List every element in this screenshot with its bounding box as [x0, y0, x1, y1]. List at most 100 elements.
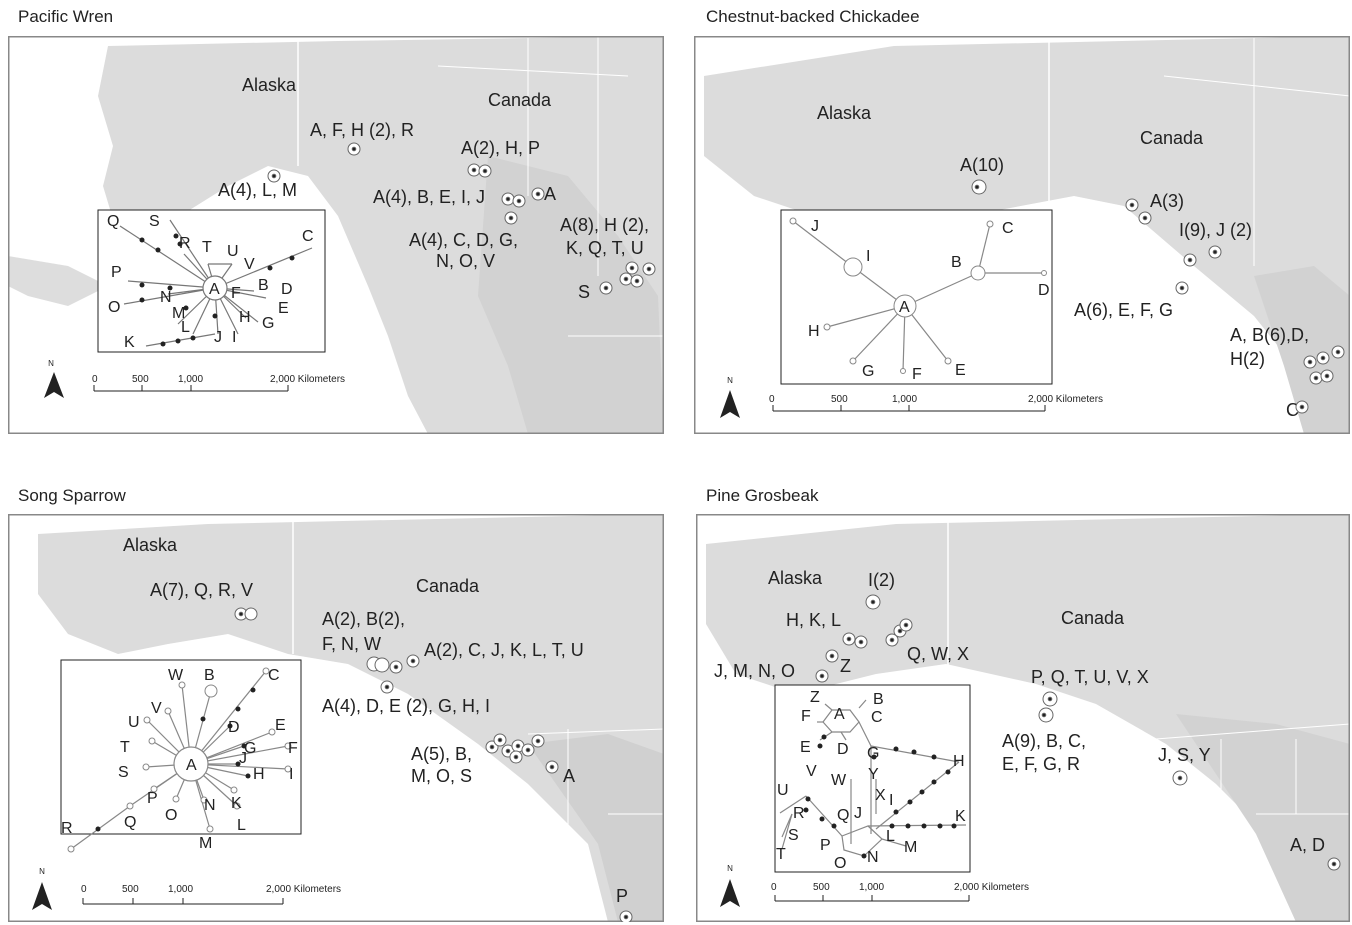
network-node-label: F — [288, 740, 298, 757]
location-label: A(4), L, M — [218, 180, 297, 200]
svg-text:1,000: 1,000 — [892, 394, 917, 405]
svg-text:500: 500 — [122, 884, 139, 895]
network-node-label: G — [867, 745, 879, 762]
network-node-label: N — [160, 289, 172, 306]
network-node-label: V — [806, 763, 817, 780]
svg-text:1,000: 1,000 — [859, 882, 884, 893]
svg-text:0: 0 — [771, 882, 777, 893]
network-node-label: U — [777, 782, 789, 799]
location-label: I(9), J (2) — [1179, 220, 1252, 240]
network-node-label: Q — [107, 213, 119, 230]
location-label: N, O, V — [436, 251, 495, 271]
scale-bar: 0 500 1,000 2,000 Kilometers — [769, 394, 1103, 412]
network-node-label: A — [209, 281, 220, 298]
network-node-label: U — [227, 243, 239, 260]
network-node-label: E — [275, 717, 286, 734]
svg-text:500: 500 — [831, 394, 848, 405]
network-node-label: B — [258, 277, 269, 294]
region-label-alaska: Alaska — [242, 75, 297, 95]
network-node-label: J — [854, 805, 862, 822]
location-label: H, K, L — [786, 610, 841, 630]
svg-text:0: 0 — [81, 884, 87, 895]
location-label: A(4), C, D, G, — [409, 230, 518, 250]
location-label: H(2) — [1230, 349, 1265, 369]
network-node-label: J — [239, 750, 247, 767]
haplotype-network-inset: Z B F A C E D G H V W Y U X I R Q J K S … — [774, 684, 971, 873]
network-node-label: F — [801, 708, 811, 725]
network-node-label: C — [268, 667, 280, 684]
land-mass — [8, 256, 108, 306]
panel-title-pine-grosbeak: Pine Grosbeak — [706, 486, 819, 505]
network-node-label: R — [793, 805, 805, 822]
network-node-label: A — [834, 706, 845, 723]
land-mass — [478, 156, 664, 434]
network-node-label: N — [867, 849, 879, 866]
scale-bar: 0 500 1,000 2,000 Kilometers — [92, 374, 345, 392]
svg-text:2,000 Kilometers: 2,000 Kilometers — [266, 884, 341, 895]
map-panel-song-sparrow: Alaska Canada A(7), Q, R, V A(2), B(2), … — [8, 514, 664, 922]
svg-text:N: N — [39, 867, 45, 876]
network-node-label: I — [232, 329, 236, 346]
map-panel-chickadee: Alaska Canada A(10) A(3) I(9), J (2) A(6… — [694, 36, 1350, 434]
location-label: S — [578, 282, 590, 302]
border-line — [437, 65, 629, 77]
network-node-label: C — [1002, 220, 1014, 237]
panel-title-chickadee: Chestnut-backed Chickadee — [706, 7, 920, 26]
region-label-canada: Canada — [1140, 128, 1204, 148]
location-label: A, F, H (2), R — [310, 120, 414, 140]
location-label: A(9), B, C, — [1002, 731, 1086, 751]
network-node-label: E — [955, 362, 966, 379]
svg-text:2,000 Kilometers: 2,000 Kilometers — [1028, 394, 1103, 405]
location-label: A(7), Q, R, V — [150, 580, 253, 600]
region-label-canada: Canada — [1061, 608, 1125, 628]
panel-frame — [8, 36, 664, 434]
network-node-label: M — [199, 835, 212, 852]
network-node-label: S — [149, 213, 160, 230]
network-node-label: F — [231, 285, 241, 302]
panel-title-song-sparrow: Song Sparrow — [18, 486, 126, 505]
network-node-label: L — [181, 319, 190, 336]
network-node-label: M — [172, 305, 185, 322]
network-node-label: D — [1038, 282, 1050, 299]
network-node-label: N — [204, 797, 216, 814]
sample-site-markers — [971, 179, 1345, 414]
scale-bar: 0 500 1,000 2,000 Kilometers — [771, 882, 1029, 902]
network-node-label: I — [866, 248, 870, 265]
svg-text:500: 500 — [132, 374, 149, 385]
sample-site-markers — [815, 594, 1341, 871]
location-label: A(6), E, F, G — [1074, 300, 1173, 320]
network-node-label: D — [837, 741, 849, 758]
network-node-label: K — [231, 795, 242, 812]
svg-text:0: 0 — [769, 394, 775, 405]
location-label: F, N, W — [322, 634, 381, 654]
network-node-label: K — [955, 808, 966, 825]
location-label: K, Q, T, U — [566, 238, 644, 258]
network-node-label: H — [953, 753, 965, 770]
network-node-label: H — [253, 766, 265, 783]
network-node-label: B — [951, 254, 962, 271]
network-node-label: G — [262, 315, 274, 332]
network-node-label: W — [168, 667, 184, 684]
network-node-label: G — [862, 363, 874, 380]
haplotype-network-inset: J I C B D A H G F E — [780, 209, 1053, 385]
location-label: I(2) — [868, 570, 895, 590]
network-node-label: F — [912, 366, 922, 383]
svg-text:N: N — [48, 359, 54, 368]
location-label: A(8), H (2), — [560, 215, 649, 235]
network-node-label: T — [776, 846, 786, 863]
sample-site-markers — [267, 142, 656, 295]
network-node-label: O — [834, 855, 846, 872]
network-node-label: G — [244, 740, 256, 757]
network-node-label: B — [204, 667, 215, 684]
map-panel-pine-grosbeak: Alaska Canada I(2) H, K, L J, M, N, O Z … — [696, 514, 1350, 922]
svg-text:N: N — [727, 864, 733, 873]
network-node-label: Y — [868, 766, 879, 783]
network-node-label: Q — [837, 807, 849, 824]
network-node-label: I — [889, 792, 893, 809]
network-node-label: E — [800, 739, 811, 756]
sample-site-markers — [234, 607, 633, 922]
svg-text:2,000 Kilometers: 2,000 Kilometers — [270, 374, 345, 385]
network-node-label: P — [111, 264, 122, 281]
network-node-label: S — [118, 764, 129, 781]
network-node-label: V — [151, 700, 162, 717]
